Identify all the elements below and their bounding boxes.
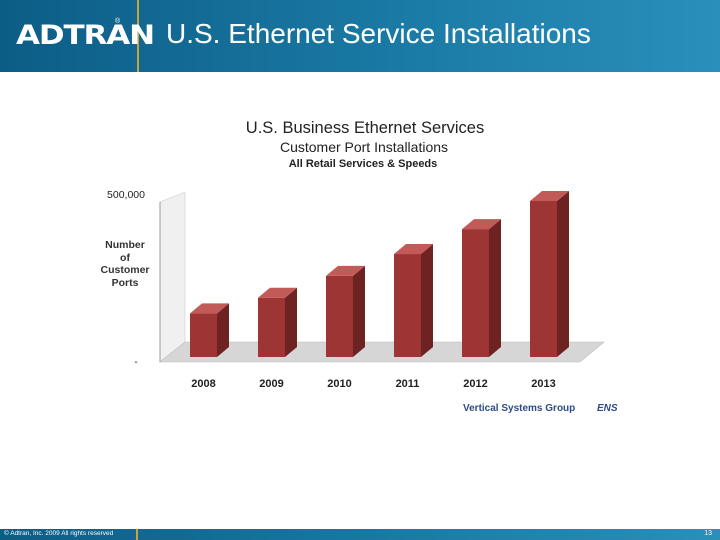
x-tick-label-2012: 2012 — [463, 378, 487, 390]
bar-side-2011 — [421, 244, 433, 357]
bar-2008 — [190, 303, 229, 357]
bar-side-2010 — [353, 265, 365, 357]
bar-side-2012 — [489, 219, 501, 357]
source-mark: ENS — [597, 403, 618, 414]
x-tick-label-2009: 2009 — [259, 378, 283, 390]
bar-front-2012 — [462, 229, 489, 357]
footer-divider — [136, 529, 138, 540]
bar-top-2009 — [258, 287, 297, 298]
x-tick-labels: 2008 2009 2010 2011 2012 2013 — [191, 378, 555, 390]
source-label: Vertical Systems Group — [463, 403, 575, 414]
y-bottom-tick-label: - — [134, 357, 137, 368]
adtran-logo: ADTRAN — [16, 20, 155, 51]
x-tick-label-2008: 2008 — [191, 378, 215, 390]
bar-front-2008 — [190, 313, 217, 357]
header-bar: ADTRAN ® U.S. Ethernet Service Installat… — [0, 0, 720, 72]
y-axis-label-line-2: of — [120, 252, 130, 264]
y-axis-label-line-4: Ports — [112, 277, 139, 289]
bar-series — [190, 191, 569, 357]
y-axis-label-line-1: Number — [105, 239, 145, 251]
bar-front-2011 — [394, 254, 421, 357]
x-tick-label-2013: 2013 — [531, 378, 555, 390]
chart: U.S. Business Ethernet Services Customer… — [100, 119, 618, 414]
bar-top-2011 — [394, 244, 433, 255]
bar-2010 — [326, 265, 365, 357]
logo-box: ADTRAN ® — [0, 0, 155, 72]
bar-2012 — [462, 219, 501, 357]
slide-title: U.S. Ethernet Service Installations — [166, 18, 591, 49]
chart-title: U.S. Business Ethernet Services — [246, 119, 484, 137]
bar-top-2013 — [530, 191, 569, 201]
bar-top-2008 — [190, 303, 229, 314]
bar-front-2009 — [258, 297, 285, 357]
chart-subtitle: Customer Port Installations — [280, 139, 448, 155]
bar-side-2009 — [285, 287, 297, 357]
bar-2011 — [394, 244, 433, 357]
bar-front-2013 — [530, 201, 557, 357]
copyright-text: © Adtran, Inc. 2009 All rights reserved — [4, 530, 114, 537]
y-top-tick-label: 500,000 — [107, 189, 145, 201]
bar-2009 — [258, 287, 297, 357]
bar-side-2008 — [217, 303, 229, 357]
bar-2013 — [530, 191, 569, 357]
page-number: 13 — [704, 530, 712, 537]
x-tick-label-2011: 2011 — [396, 378, 420, 390]
x-tick-label-2010: 2010 — [327, 378, 351, 390]
footer-bar: © Adtran, Inc. 2009 All rights reserved … — [0, 529, 720, 540]
bar-top-2012 — [462, 219, 501, 230]
y-axis-label-line-3: Customer — [100, 264, 149, 276]
bar-side-2013 — [557, 191, 569, 357]
bar-front-2010 — [326, 275, 353, 357]
y-axis-label: Number of Customer Ports — [100, 239, 149, 289]
bar-top-2010 — [326, 265, 365, 276]
registered-mark: ® — [115, 18, 121, 25]
chart-back-wall — [159, 191, 186, 363]
chart-subtitle-2: All Retail Services & Speeds — [289, 158, 438, 170]
